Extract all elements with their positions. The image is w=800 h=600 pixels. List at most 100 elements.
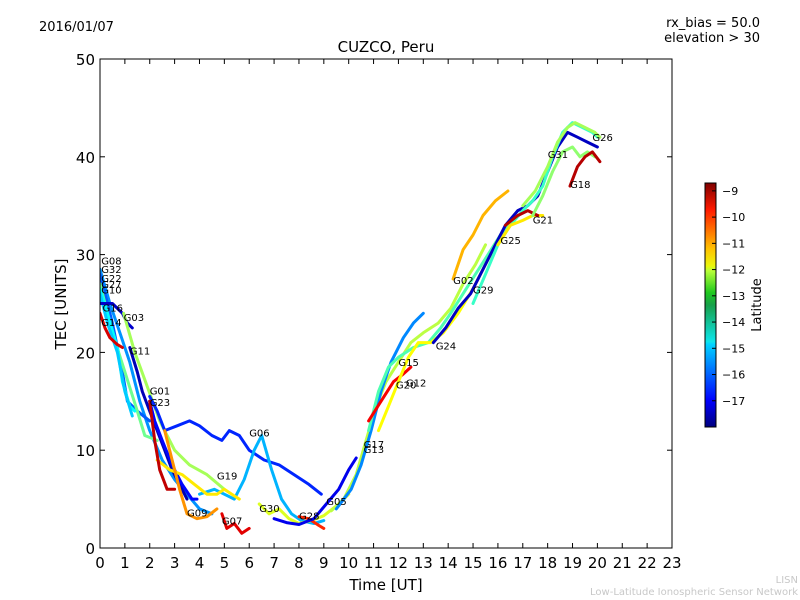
satellite-label: G23: [150, 398, 170, 409]
series-line-G05: [272, 456, 358, 526]
colorbar-tick-label: −15: [722, 342, 745, 355]
satellite-label: G02: [453, 276, 473, 287]
series-line-G17: [334, 311, 425, 511]
x-tick-label: 7: [269, 554, 279, 572]
colorbar-tick-label: −11: [722, 237, 745, 250]
satellite-label: G16: [103, 303, 123, 314]
x-tick-label: 12: [389, 554, 408, 572]
series-line-G07: [148, 399, 177, 491]
colorbar-tick-label: −14: [722, 316, 745, 329]
satellite-label: G19: [217, 472, 237, 483]
series-line-G15: [367, 218, 515, 433]
y-tick-label: 30: [76, 247, 95, 265]
series-line-G10: [100, 292, 134, 418]
colorbar-label: Latitude: [750, 278, 765, 332]
colorbar-tick-label: −17: [722, 395, 745, 408]
satellite-label: G05: [326, 497, 346, 508]
y-axis-label: TEC [UNITS]: [52, 259, 70, 351]
x-tick-label: 21: [613, 554, 632, 572]
footer-short: LISN: [775, 575, 798, 586]
x-tick-label: 3: [170, 554, 180, 572]
y-tick-label: 0: [85, 540, 95, 558]
chart-title: CUZCO, Peru: [338, 38, 435, 56]
series-line-G18: [568, 150, 602, 188]
x-tick-label: 18: [538, 554, 557, 572]
satellite-label: G11: [130, 346, 150, 357]
x-tick-label: 5: [220, 554, 230, 572]
satellite-label: G13: [364, 445, 384, 456]
x-tick-label: 14: [439, 554, 458, 572]
series-line-G14: [100, 311, 124, 349]
series-line-G26: [521, 121, 602, 208]
plot-frame: [99, 58, 673, 549]
colorbar: [704, 182, 717, 428]
series-line-G24: [431, 130, 599, 345]
x-axis-ticks: 0 1 2 3 4 5 6 7 8 9 10 11 12 13 14 15 16 17 18 19 20 21 22 23: [95, 59, 682, 572]
x-tick-label: 2: [145, 554, 155, 572]
colorbar-tick-label: −12: [722, 264, 745, 277]
satellite-label: G24: [436, 342, 456, 353]
x-tick-label: 11: [364, 554, 383, 572]
colorbar-tick-label: −13: [722, 290, 745, 303]
satellite-label: G20: [396, 381, 416, 392]
satellite-label: G28: [299, 512, 319, 523]
satellite-label: G25: [500, 236, 520, 247]
satellite-label: G03: [124, 313, 144, 324]
x-tick-label: 0: [95, 554, 105, 572]
x-tick-label: 16: [488, 554, 507, 572]
satellite-label: G12: [406, 379, 426, 390]
x-tick-label: 20: [588, 554, 607, 572]
x-tick-label: 13: [414, 554, 433, 572]
series-line-G28: [297, 515, 326, 530]
satellite-label: G10: [101, 286, 121, 297]
satellite-label: G15: [398, 358, 418, 369]
x-tick-label: 10: [339, 554, 358, 572]
series-line-G09: [163, 429, 219, 521]
x-tick-label: 8: [294, 554, 304, 572]
satellite-label: G21: [533, 215, 553, 226]
y-tick-label: 40: [76, 149, 95, 167]
footer-long: Low-Latitude Ionospheric Sensor Network: [590, 587, 798, 598]
satellite-label: G17: [364, 440, 384, 451]
satellite-label: G07: [222, 517, 242, 528]
elevation-label: elevation > 30: [664, 31, 760, 46]
x-tick-label: 22: [638, 554, 657, 572]
y-axis-ticks: 0 10 20 30 40 50: [76, 51, 672, 558]
y-tick-label: 20: [76, 344, 95, 362]
satellite-label: G09: [187, 509, 207, 520]
y-tick-label: 50: [76, 51, 95, 69]
series-line-G02: [451, 189, 510, 281]
x-tick-label: 15: [463, 554, 482, 572]
satellite-label: G08: [101, 256, 121, 267]
series-line-G07b: [220, 512, 251, 535]
satellite-label: G06: [249, 429, 269, 440]
satellite-label: G29: [473, 286, 493, 297]
series-layer: [100, 121, 602, 535]
series-line-G06: [198, 434, 326, 525]
colorbar-tick-label: −16: [722, 369, 745, 382]
satellite-label: G18: [570, 180, 590, 191]
series-line-G12: [367, 365, 413, 423]
x-tick-label: 4: [195, 554, 205, 572]
x-axis-label: Time [UT]: [348, 576, 422, 594]
rx-bias-label: rx_bias = 50.0: [666, 16, 760, 31]
x-tick-label: 23: [662, 554, 681, 572]
date-label: 2016/01/07: [39, 20, 114, 35]
satellite-label: G31: [548, 150, 568, 161]
satellite-label: G32: [101, 265, 121, 276]
y-tick-label: 10: [76, 442, 95, 460]
x-tick-label: 17: [513, 554, 532, 572]
x-tick-label: 6: [244, 554, 254, 572]
colorbar-tick-label: −9: [722, 185, 738, 198]
satellite-label: G26: [592, 133, 612, 144]
x-tick-label: 1: [120, 554, 130, 572]
series-line-G31: [531, 145, 597, 217]
colorbar-ticks: −9 −10 −11 −12 −13 −14 −15 −16 −17: [712, 185, 745, 408]
colorbar-tick-label: −10: [722, 211, 745, 224]
x-tick-label: 19: [563, 554, 582, 572]
series-line-G01: [148, 394, 323, 496]
satellite-label: G14: [101, 318, 121, 329]
satellite-label: G27: [101, 280, 121, 291]
